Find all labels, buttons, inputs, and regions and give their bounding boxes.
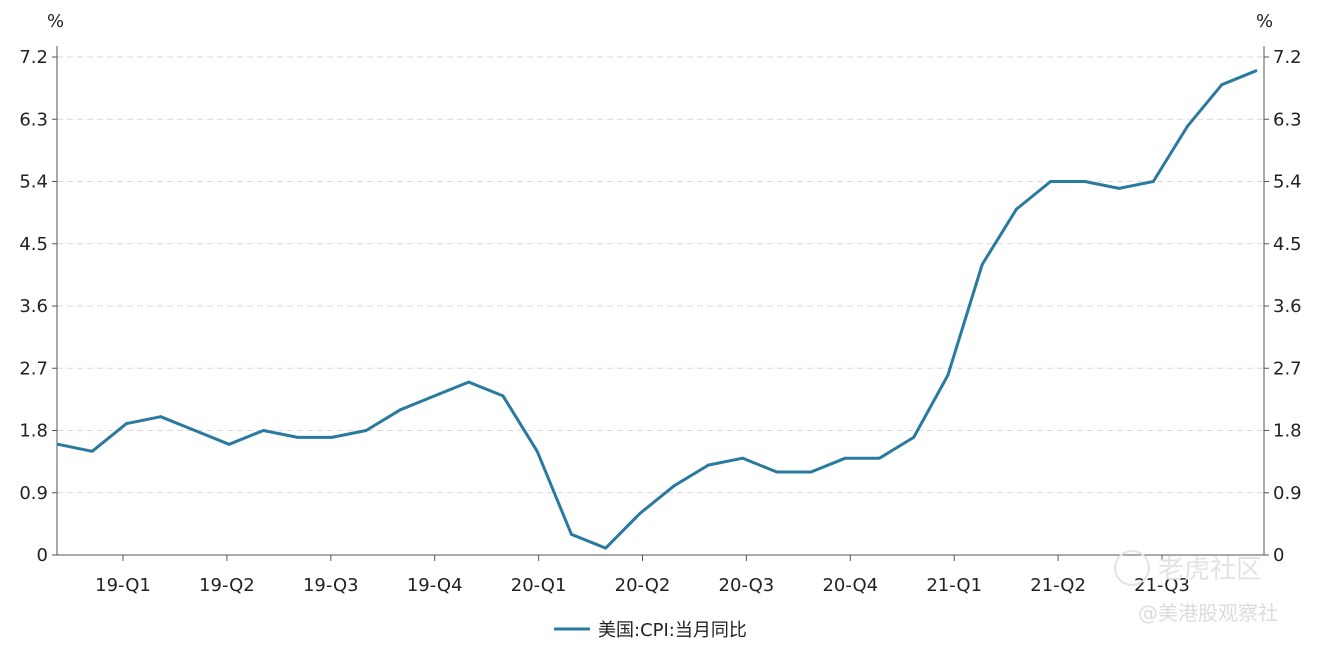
x-ticks: 19-Q1 19-Q2 19-Q3 19-Q4 20-Q1 20-Q2 20-Q3 20-Q4…: [95, 555, 1190, 596]
series-line: [57, 69, 1257, 550]
right-tick-label: 5.4: [1273, 172, 1302, 193]
x-tick-label: 21-Q2: [1030, 575, 1086, 596]
data-point: [1151, 180, 1155, 183]
data-point: [604, 546, 608, 550]
right-tick-label: 4.5: [1273, 234, 1302, 255]
watermark-subtext: @美港股观察社: [1138, 601, 1278, 625]
data-point: [296, 436, 299, 439]
gridlines: [57, 56, 1264, 494]
left-tick-label: 5.4: [19, 172, 48, 193]
data-point: [261, 429, 265, 432]
x-tick-label: 19-Q2: [199, 575, 255, 596]
right-tick-label: 6.3: [1273, 109, 1302, 130]
data-point: [1117, 187, 1121, 190]
left-tick-label: 7.2: [19, 47, 48, 68]
data-point: [878, 456, 881, 460]
data-point: [809, 470, 813, 474]
data-point: [125, 422, 128, 425]
data-point: [501, 394, 505, 398]
data-point: [706, 463, 710, 467]
data-point: [1015, 207, 1018, 211]
right-tick-label: 2.7: [1273, 358, 1302, 379]
left-tick-label: 0.9: [19, 483, 48, 504]
x-tick-label: 21-Q1: [926, 575, 982, 596]
data-point: [398, 408, 402, 412]
axes: [56, 46, 1265, 556]
x-tick-label: 20-Q2: [615, 575, 671, 596]
data-point: [330, 436, 334, 439]
series-layer: [56, 69, 1258, 550]
right-tick-label: 3.6: [1273, 296, 1302, 317]
x-tick-label: 19-Q3: [303, 575, 359, 596]
data-point: [364, 429, 368, 432]
right-tick-label: 7.2: [1273, 47, 1302, 68]
data-point: [1254, 69, 1258, 73]
data-point: [56, 442, 60, 446]
x-tick-label: 20-Q1: [511, 575, 567, 596]
data-point: [467, 380, 471, 384]
left-tick-label: 6.3: [19, 109, 48, 130]
left-unit-label: %: [47, 11, 64, 32]
right-tick-label: 1.8: [1273, 421, 1302, 442]
right-tick-label: 0: [1273, 545, 1284, 566]
x-tick-label: 20-Q4: [822, 575, 878, 596]
data-point: [672, 484, 676, 488]
data-point: [843, 456, 847, 460]
x-tick-label: 19-Q1: [95, 575, 151, 596]
x-tick-label: 20-Q3: [719, 575, 775, 596]
data-point: [1220, 83, 1224, 87]
right-y-ticks: 0 0.9 1.8 2.7 3.6 4.5 5.4 6.3 7.2: [1264, 47, 1302, 566]
x-tick-label: 21-Q3: [1134, 575, 1190, 596]
left-y-ticks: 0 0.9 1.8 2.7 3.6 4.5 5.4 6.3 7.2: [19, 47, 57, 566]
data-point: [1186, 124, 1189, 128]
left-tick-label: 4.5: [19, 234, 48, 255]
watermark: 老虎社区 @美港股观察社: [1114, 550, 1278, 625]
data-point: [1049, 180, 1053, 183]
data-point: [90, 449, 94, 453]
right-unit-label: %: [1256, 11, 1273, 32]
data-point: [741, 456, 744, 460]
data-point: [775, 470, 779, 474]
x-tick-label: 19-Q4: [407, 575, 463, 596]
data-point: [535, 449, 539, 453]
data-point: [227, 442, 231, 446]
data-point: [1083, 180, 1087, 183]
data-point: [433, 394, 436, 398]
data-point: [638, 512, 642, 515]
legend-label: 美国:CPI:当月同比: [598, 620, 747, 641]
left-tick-label: 1.8: [19, 421, 48, 442]
watermark-logo-icon: [1114, 550, 1150, 586]
data-point: [980, 263, 984, 266]
data-point: [946, 373, 950, 377]
left-tick-label: 0: [37, 545, 48, 566]
data-point: [912, 436, 916, 439]
left-tick-label: 2.7: [19, 358, 48, 379]
left-tick-label: 3.6: [19, 296, 48, 317]
right-tick-label: 0.9: [1273, 483, 1302, 504]
data-point: [193, 429, 197, 432]
watermark-text: 老虎社区: [1158, 555, 1262, 585]
data-point: [159, 415, 163, 419]
legend: 美国:CPI:当月同比: [554, 620, 747, 641]
data-point: [570, 532, 573, 536]
